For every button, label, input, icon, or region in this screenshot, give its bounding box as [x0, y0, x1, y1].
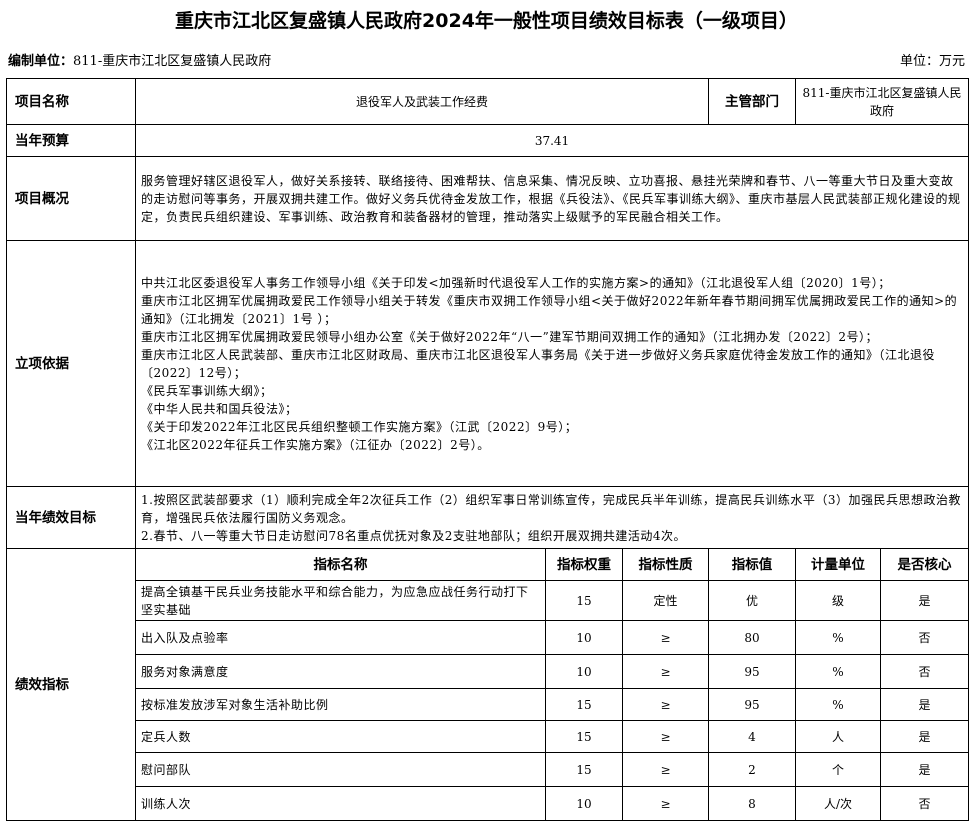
metric-weight: 10: [545, 620, 623, 655]
metric-core: 否: [880, 786, 969, 821]
metric-unit: 人/次: [795, 786, 881, 821]
basis-item: 重庆市江北区拥军优属拥政爱民领导小组办公室《关于做好2022年“八一”建军节期间…: [141, 329, 878, 344]
metric-row: 服务对象满意度 10 ≥ 95 % 否: [7, 654, 969, 689]
metric-core: 是: [880, 720, 969, 753]
metric-unit: 人: [795, 720, 881, 753]
metric-nature: ≥: [622, 786, 709, 821]
project-name: 退役军人及武装工作经费: [135, 78, 709, 125]
basis-item: 重庆市江北区拥军优属拥政爱民工作领导小组关于转发《重庆市双拥工作领导小组<关于做…: [141, 293, 958, 326]
basis-item: 《中华人民共和国兵役法》；: [141, 401, 298, 416]
metric-weight: 10: [545, 786, 623, 821]
unit-line: 编制单位：811-重庆市江北区复盛镇人民政府 单位：万元: [8, 50, 965, 69]
basis-item: 重庆市江北区人民武装部、重庆市江北区财政局、重庆市江北区退役军人事务局《关于进一…: [141, 347, 936, 380]
budget-label: 当年预算: [6, 124, 136, 157]
metric-unit: %: [795, 688, 881, 721]
metric-name: 出入队及点验率: [135, 620, 546, 655]
goal-item: 2.春节、八一等重大节日走访慰问78名重点优抚对象及2支驻地部队；组织开展双拥共…: [141, 528, 686, 543]
metric-row: 定兵人数 15 ≥ 4 人 是: [7, 720, 969, 753]
header-value: 指标值: [708, 548, 796, 581]
metrics-label: 绩效指标: [6, 548, 136, 821]
metric-value: 2: [708, 752, 796, 787]
metric-core: 是: [880, 580, 969, 621]
basis-item: 《民兵军事训练大纲》；: [141, 383, 273, 398]
basis-item: 《江北区2022年征兵工作实施方案》（江征办〔2022〕2号）。: [141, 437, 490, 452]
metric-core: 否: [880, 654, 969, 689]
metric-value: 95: [708, 688, 796, 721]
project-name-label: 项目名称: [6, 78, 136, 125]
header-unit: 计量单位: [795, 548, 881, 581]
metric-nature: ≥: [622, 752, 709, 787]
metric-value: 优: [708, 580, 796, 621]
goal-item: 1.按照区武装部要求（1）顺利完成全年2次征兵工作（2）组织军事日常训练宣传，完…: [141, 492, 961, 525]
metric-row: 出入队及点验率 10 ≥ 80 % 否: [7, 620, 969, 655]
basis-label: 立项依据: [6, 240, 136, 487]
metric-value: 8: [708, 786, 796, 821]
overview-label: 项目概况: [6, 156, 136, 241]
dept-value: 811-重庆市江北区复盛镇人民政府: [795, 78, 969, 125]
metric-nature: ≥: [622, 620, 709, 655]
header-weight: 指标权重: [545, 548, 623, 581]
metric-name: 定兵人数: [135, 720, 546, 753]
metric-value: 95: [708, 654, 796, 689]
metric-unit: 个: [795, 752, 881, 787]
metric-weight: 10: [545, 654, 623, 689]
goal-label: 当年绩效目标: [6, 486, 136, 549]
metric-unit: %: [795, 654, 881, 689]
metric-weight: 15: [545, 720, 623, 753]
metric-core: 是: [880, 752, 969, 787]
header-core: 是否核心: [880, 548, 969, 581]
metric-value: 4: [708, 720, 796, 753]
basis-item: 《关于印发2022年江北区民兵组织整顿工作实施方案》（江武〔2022〕9号）；: [141, 419, 578, 434]
metric-unit: 级: [795, 580, 881, 621]
metric-nature: 定性: [622, 580, 709, 621]
metric-value: 80: [708, 620, 796, 655]
metric-row: 提高全镇基干民兵业务技能水平和综合能力，为应急应战任务行动打下坚实基础 15 定…: [7, 580, 969, 621]
header-name: 指标名称: [135, 548, 546, 581]
basis-item: 中共江北区委退役军人事务工作领导小组《关于印发<加强新时代退役军人工作的实施方案…: [141, 275, 891, 290]
metric-nature: ≥: [622, 720, 709, 753]
metric-name: 慰问部队: [135, 752, 546, 787]
overview-text: 服务管理好辖区退役军人，做好关系接转、联络接待、困难帮扶、信息采集、情况反映、立…: [135, 156, 969, 241]
metric-nature: ≥: [622, 688, 709, 721]
metric-name: 服务对象满意度: [135, 654, 546, 689]
metric-name: 提高全镇基干民兵业务技能水平和综合能力，为应急应战任务行动打下坚实基础: [135, 580, 546, 621]
header-nature: 指标性质: [622, 548, 709, 581]
page-title: 重庆市江北区复盛镇人民政府2024年一般性项目绩效目标表（一级项目）: [175, 10, 798, 32]
dept-label: 主管部门: [708, 78, 796, 125]
goal-list: 1.按照区武装部要求（1）顺利完成全年2次征兵工作（2）组织军事日常训练宣传，完…: [135, 486, 969, 549]
budget-value: 37.41: [135, 124, 969, 157]
metric-row: 按标准发放涉军对象生活补助比例 15 ≥ 95 % 是: [7, 688, 969, 721]
currency-unit: 单位：万元: [899, 54, 965, 69]
org-value: 811-重庆市江北区复盛镇人民政府: [73, 54, 272, 69]
metric-row: 训练人次 10 ≥ 8 人/次 否: [7, 786, 969, 821]
basis-list: 中共江北区委退役军人事务工作领导小组《关于印发<加强新时代退役军人工作的实施方案…: [135, 240, 969, 487]
metric-name: 按标准发放涉军对象生活补助比例: [135, 688, 546, 721]
org-label: 编制单位：: [8, 54, 74, 69]
performance-table: 项目名称 退役军人及武装工作经费 主管部门 811-重庆市江北区复盛镇人民政府 …: [6, 78, 969, 821]
metric-weight: 15: [545, 688, 623, 721]
metric-core: 否: [880, 620, 969, 655]
metric-name: 训练人次: [135, 786, 546, 821]
metric-weight: 15: [545, 752, 623, 787]
metric-unit: %: [795, 620, 881, 655]
metric-weight: 15: [545, 580, 623, 621]
metric-core: 是: [880, 688, 969, 721]
metric-row: 慰问部队 15 ≥ 2 个 是: [7, 752, 969, 787]
metric-nature: ≥: [622, 654, 709, 689]
